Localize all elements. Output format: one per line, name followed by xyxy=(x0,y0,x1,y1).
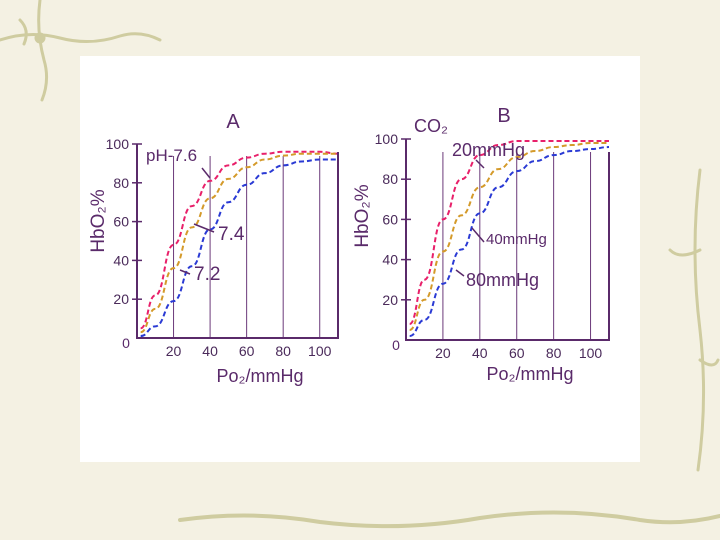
chart-b-y-tick-label-40: 40 xyxy=(382,252,398,268)
chart-b-y-tick-label-100: 100 xyxy=(375,131,399,147)
chart-b-curves xyxy=(408,140,610,337)
chart-a-curves xyxy=(140,150,339,338)
chart-a-curve-label-high: pH-7.6 xyxy=(146,146,197,165)
chart-a-leader-low xyxy=(179,269,191,275)
chart-b-axes xyxy=(405,139,610,341)
chart-b-x-tick-label-20: 20 xyxy=(435,345,451,361)
chart-a-leader-high xyxy=(201,167,211,179)
chart-a-x-axis-label: Po₂/mmHg xyxy=(216,366,303,386)
chart-b-x-tick-label-40: 40 xyxy=(472,345,488,361)
chart-a-x-tick-label-60: 60 xyxy=(239,343,255,359)
chart-a-series-line-2 xyxy=(140,158,338,338)
chart-b-x-axis-label: Po₂/mmHg xyxy=(486,364,573,384)
vine-decoration-top-left xyxy=(0,0,162,102)
chart-a-origin-label: 0 xyxy=(122,335,130,351)
chart-b-x-ticks: 20 40 60 80 100 xyxy=(435,345,602,361)
chart-a-series-line-0 xyxy=(140,150,339,330)
chart-a-y-tick-label-40: 40 xyxy=(113,252,129,268)
chart-b-series-line-0 xyxy=(408,140,609,325)
chart-b-leader-80 xyxy=(455,269,465,277)
chart-b-y-axis-label: HbO₂% xyxy=(352,184,373,247)
figure-panel: A 20 40 60 80 100 20 40 60 80 100 0 HbO₂% Po₂/mm… xyxy=(80,56,640,462)
chart-a-leader-mid xyxy=(193,223,215,233)
oxygen-dissociation-figure: A 20 40 60 80 100 20 40 60 80 100 0 HbO₂% Po₂/mm… xyxy=(88,105,610,386)
chart-a-curve-label-low: 7.2 xyxy=(194,264,220,285)
chart-b-x-tick-label-60: 60 xyxy=(509,345,525,361)
chart-b-curve-label-20: 20mmHg xyxy=(452,140,525,160)
chart-a-x-tick-label-100: 100 xyxy=(308,343,332,359)
chart-b-title: B xyxy=(497,105,510,127)
chart-a-y-axis-label: HbO₂% xyxy=(88,189,109,252)
vine-decoration-bottom xyxy=(178,510,720,529)
chart-b-series-line-1 xyxy=(409,142,609,331)
chart-b-y-tick-label-60: 60 xyxy=(382,211,398,227)
chart-a-axes xyxy=(136,144,339,339)
chart-a-y-tick-label-60: 60 xyxy=(113,214,129,230)
chart-b-x-tick-label-80: 80 xyxy=(546,345,562,361)
chart-a-grid xyxy=(173,156,321,338)
chart-b-y-tick-label-80: 80 xyxy=(382,171,398,187)
chart-b-grid xyxy=(442,152,592,340)
chart-a-x-tick-label-40: 40 xyxy=(202,343,218,359)
chart-a-y-tick-label-100: 100 xyxy=(106,136,130,152)
chart-b-legend-title: CO₂ xyxy=(414,116,448,136)
chart-b-curve-label-80: 80mmHg xyxy=(466,270,539,290)
chart-b-y-tick-label-20: 20 xyxy=(382,292,398,308)
chart-b-x-tick-label-100: 100 xyxy=(579,345,603,361)
chart-a-x-ticks: 20 40 60 80 100 xyxy=(166,343,332,359)
chart-a-curve-label-mid: 7.4 xyxy=(218,224,245,245)
chart-b-curve-label-40: 40mmHg xyxy=(486,231,547,248)
chart-b-origin-label: 0 xyxy=(392,337,400,353)
chart-a-y-tick-label-20: 20 xyxy=(113,291,129,307)
chart-b-y-ticks: 20 40 60 80 100 xyxy=(375,131,411,308)
vine-decoration-right xyxy=(668,168,720,472)
chart-a-series-line-1 xyxy=(140,152,338,334)
chart-a-x-tick-label-20: 20 xyxy=(166,343,182,359)
chart-a-y-ticks: 20 40 60 80 100 xyxy=(106,136,142,307)
chart-b-series-line-2 xyxy=(409,146,610,337)
chart-a: A 20 40 60 80 100 20 40 60 80 100 0 HbO₂% Po₂/mm… xyxy=(88,111,339,386)
chart-a-y-tick-label-80: 80 xyxy=(113,175,129,191)
chart-b-leader-40 xyxy=(471,227,485,243)
chart-a-x-tick-label-80: 80 xyxy=(275,343,291,359)
chart-b: B CO₂ 20 40 60 80 100 20 40 60 80 100 0 HbO₂% Po… xyxy=(352,105,610,384)
chart-a-title: A xyxy=(226,111,240,133)
chart-b-leader-20 xyxy=(475,159,485,169)
